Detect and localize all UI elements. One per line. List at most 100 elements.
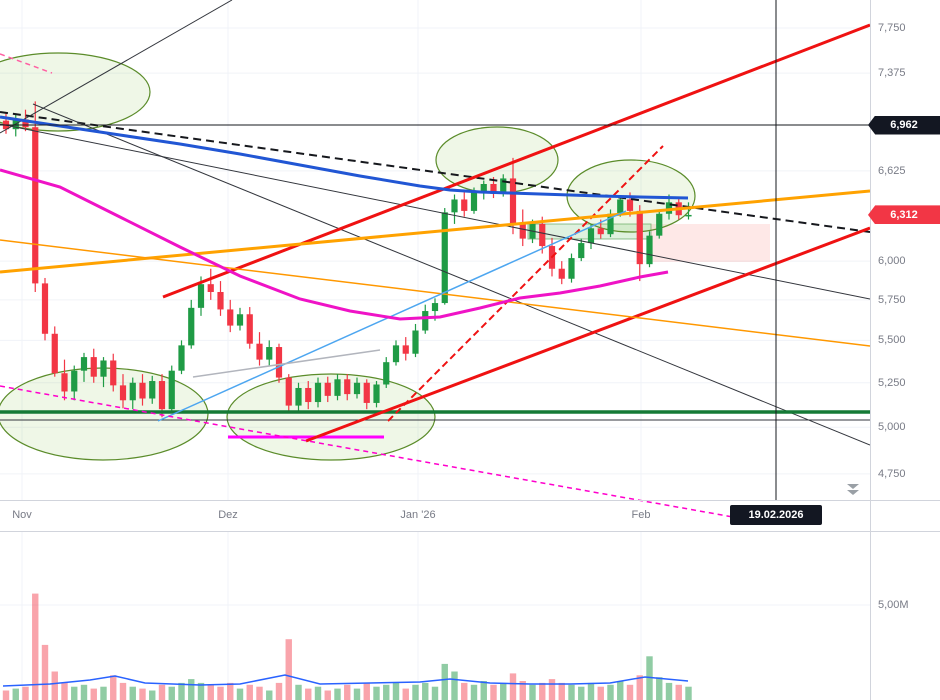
candle-body (51, 333, 58, 374)
candle-body (461, 199, 468, 211)
volume-bar (431, 686, 439, 700)
candle-body (344, 379, 351, 395)
candle-body (685, 214, 692, 217)
orange-ascending-trendline[interactable] (0, 189, 870, 274)
candle-body (119, 385, 127, 401)
candle-body (41, 283, 49, 334)
volume-bar (90, 688, 97, 700)
volume-bar (80, 684, 88, 700)
pink-zone-box[interactable] (651, 224, 770, 262)
volume-bar (519, 681, 526, 700)
candle-body (402, 345, 409, 354)
candle-body (568, 258, 575, 279)
volume-bar (22, 686, 29, 700)
candle-body (80, 357, 88, 371)
magenta-ma-line[interactable] (0, 168, 669, 321)
time-tick-label: Dez (218, 509, 238, 521)
candle-body (158, 381, 166, 410)
volume-bar (129, 686, 136, 700)
price-tick-label: 4,750 (878, 467, 906, 480)
crosshair-date-badge: 19.02.2026 (730, 505, 822, 525)
red-dashed-trendline[interactable] (387, 145, 664, 422)
candle-body (217, 291, 224, 310)
volume-bar (227, 682, 234, 700)
candle-body (500, 178, 507, 194)
volume-bar (71, 686, 78, 700)
candle-body (236, 314, 244, 326)
volume-bar (392, 682, 400, 700)
volume-bar (607, 684, 614, 700)
candle-body (61, 373, 68, 392)
orange-descending-trendline[interactable] (0, 239, 870, 347)
blue-ma-line[interactable] (0, 115, 689, 200)
candle-body (441, 212, 448, 304)
volume-bar (51, 671, 58, 700)
candle-body (227, 309, 234, 326)
magenta-dashed-trendline[interactable] (0, 385, 734, 518)
price-tick-label: 7,750 (878, 21, 906, 34)
volume-bar (422, 682, 429, 700)
skyblue-ascending-trendline[interactable] (157, 210, 627, 422)
volume-bar (324, 690, 331, 700)
candle-body (373, 384, 380, 403)
pink-dashed-segment[interactable] (0, 53, 53, 74)
chart-pane (0, 0, 870, 700)
candle-body (509, 178, 517, 224)
candle-body (665, 202, 673, 214)
candle-body (578, 243, 585, 259)
candle-body (636, 210, 643, 265)
candle-body (139, 382, 146, 399)
ellipse-annotation[interactable] (435, 126, 559, 194)
price-tick-label: 6,000 (878, 255, 906, 268)
volume-ma-line[interactable] (2, 674, 689, 687)
candle-body (32, 127, 39, 284)
candle-body (71, 370, 78, 392)
price-tick-label: 5,750 (878, 293, 906, 306)
volume-bar (490, 684, 497, 700)
gray-trendline[interactable] (192, 349, 381, 378)
volume-bar (246, 684, 253, 700)
volume-bar (295, 684, 302, 700)
candle-body (490, 183, 497, 194)
ellipse-annotation[interactable] (226, 373, 436, 461)
candle-body (480, 183, 487, 193)
volume-bar (685, 686, 692, 700)
candle-body (178, 345, 185, 371)
black-fan-line-2[interactable] (32, 103, 870, 446)
black-dashed-resistance[interactable] (0, 111, 870, 233)
candle-body (431, 303, 439, 312)
volume-axis-label: 5,00M (878, 599, 909, 611)
crosshair-price-badge: 6,962 (868, 115, 940, 135)
price-tick-label: 5,250 (878, 376, 906, 389)
volume-bar (617, 681, 624, 700)
candle-body (646, 235, 653, 265)
red-channel-lower[interactable] (305, 226, 870, 443)
candle-body (539, 223, 546, 247)
volume-bar (373, 686, 380, 700)
candle-body (295, 387, 302, 406)
volume-bar (32, 593, 39, 700)
volume-bar (61, 682, 68, 700)
candle-body (519, 223, 526, 239)
time-tick-label: Nov (12, 509, 32, 521)
price-scale-arrows-icon[interactable] (845, 484, 861, 496)
candle-body (168, 370, 175, 410)
candle-body (617, 199, 624, 214)
volume-bar (344, 684, 351, 700)
black-fan-line-1[interactable] (0, 123, 870, 300)
time-tick-label: Feb (631, 509, 651, 521)
black-ascending-line[interactable] (0, 0, 233, 134)
red-channel-upper[interactable] (162, 23, 870, 299)
candle-body (363, 382, 370, 403)
volume-bar (149, 690, 156, 700)
volume-bar (597, 686, 604, 700)
candle-body (305, 387, 312, 403)
candle-body (22, 119, 29, 128)
volume-bar (314, 686, 322, 700)
candle-body (285, 377, 292, 406)
volume-bar (12, 688, 19, 700)
volume-bar (636, 675, 643, 700)
candle-body (451, 199, 458, 213)
candle-body (587, 228, 595, 244)
